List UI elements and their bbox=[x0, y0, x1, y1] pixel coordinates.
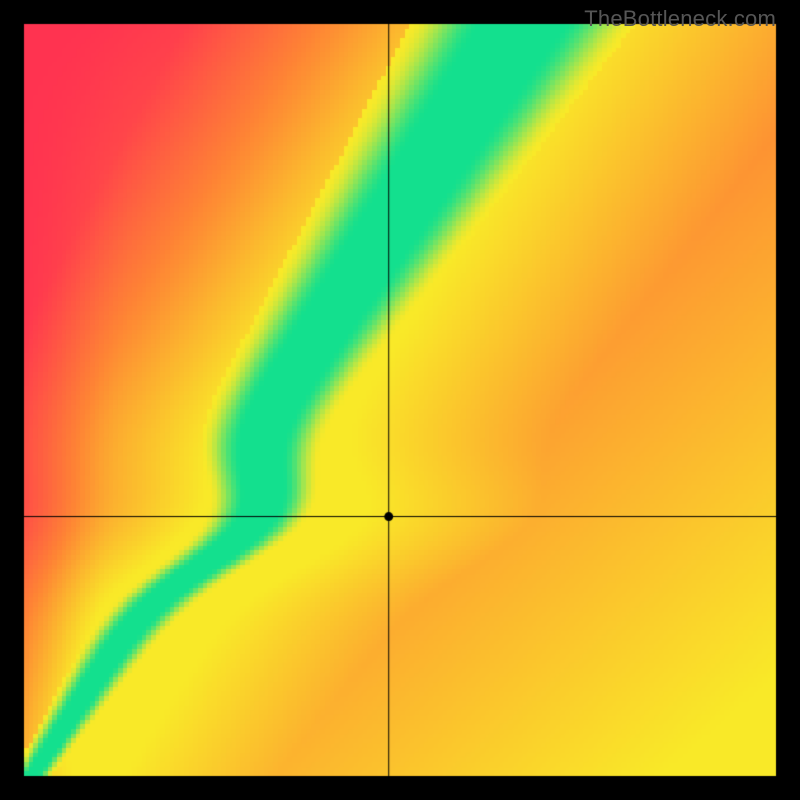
heatmap-canvas bbox=[0, 0, 800, 800]
watermark-text: TheBottleneck.com bbox=[584, 6, 776, 32]
bottleneck-heatmap bbox=[0, 0, 800, 800]
